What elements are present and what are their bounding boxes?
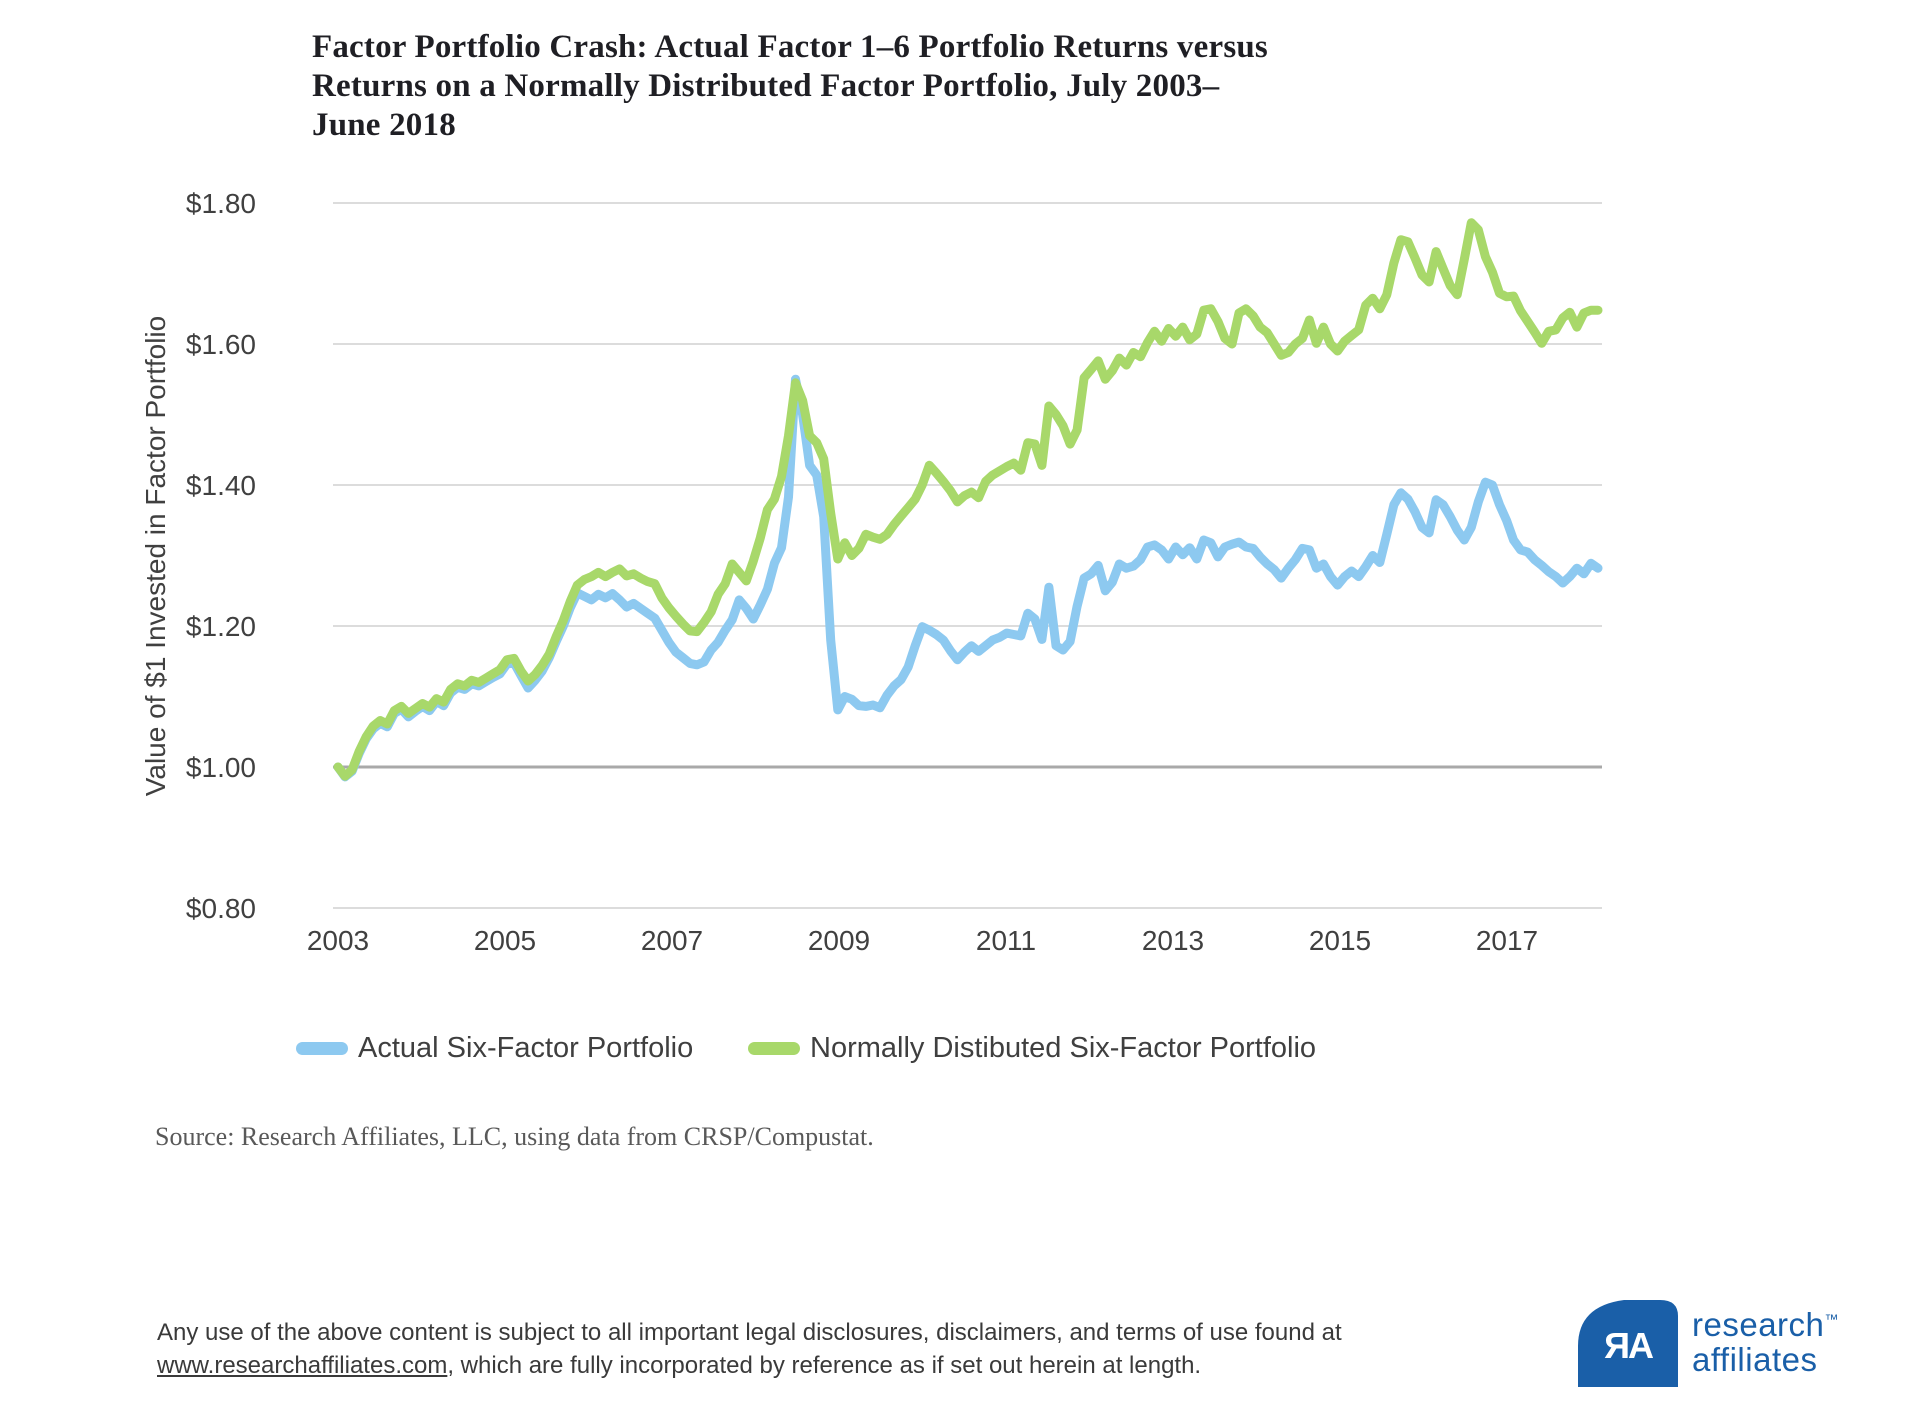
chart-title-line2: Returns on a Normally Distributed Factor… bbox=[312, 68, 1220, 104]
legend-label-normally-distributed: Normally Distibuted Six-Factor Portfolio bbox=[810, 1031, 1317, 1064]
x-tick-label-2017: 2017 bbox=[1476, 925, 1538, 956]
y-tick-label-$1.20: $1.20 bbox=[186, 611, 256, 642]
legal-disclaimer: Any use of the above content is subject … bbox=[157, 1316, 1417, 1382]
trademark-symbol: ™ bbox=[1824, 1311, 1839, 1327]
y-tick-label-$1.80: $1.80 bbox=[186, 188, 256, 219]
disclaimer-line2: , which are fully incorporated by refere… bbox=[447, 1352, 1202, 1379]
disclaimer-line1: Any use of the above content is subject … bbox=[157, 1319, 1342, 1346]
series-line-actual bbox=[333, 374, 1603, 782]
logo-word-research: research bbox=[1692, 1306, 1825, 1343]
source-note: Source: Research Affiliates, LLC, using … bbox=[155, 1122, 874, 1151]
x-tick-label-2013: 2013 bbox=[1142, 925, 1204, 956]
x-tick-label-2007: 2007 bbox=[641, 925, 703, 956]
ra-logo-mark-icon: ЯA bbox=[1578, 1300, 1678, 1387]
series-line-normally-distributed bbox=[333, 218, 1603, 781]
x-tick-label-2015: 2015 bbox=[1309, 925, 1371, 956]
logo-word-affiliates: affiliates bbox=[1692, 1341, 1818, 1378]
x-tick-label-2011: 2011 bbox=[976, 925, 1036, 956]
legend-label-actual: Actual Six-Factor Portfolio bbox=[358, 1031, 694, 1064]
ra-monogram: ЯA bbox=[1604, 1324, 1654, 1366]
legend-swatch-normally-distributed bbox=[748, 1041, 800, 1055]
researchaffiliates-link[interactable]: www.researchaffiliates.com bbox=[157, 1352, 448, 1379]
research-affiliates-logo: ЯA research™ affiliates bbox=[1578, 1300, 1838, 1387]
logo-wordmark: research™ affiliates bbox=[1692, 1302, 1838, 1377]
y-tick-label-$1.60: $1.60 bbox=[186, 329, 256, 360]
chart-title-line1: Factor Portfolio Crash: Actual Factor 1–… bbox=[312, 29, 1268, 65]
legend-swatch-actual bbox=[296, 1041, 348, 1055]
x-tick-label-2009: 2009 bbox=[808, 925, 870, 956]
chart-title: Factor Portfolio Crash: Actual Factor 1–… bbox=[312, 28, 1322, 145]
x-tick-label-2005: 2005 bbox=[474, 925, 536, 956]
legend-item-actual: Actual Six-Factor Portfolio bbox=[296, 1028, 693, 1068]
y-tick-label-$1.00: $1.00 bbox=[186, 752, 256, 783]
chart-title-line3: June 2018 bbox=[312, 107, 456, 143]
y-tick-label-$1.40: $1.40 bbox=[186, 470, 256, 501]
y-tick-label-$0.80: $0.80 bbox=[186, 893, 256, 924]
legend-item-normally-distributed: Normally Distibuted Six-Factor Portfolio bbox=[748, 1028, 1316, 1068]
y-axis-title: Value of $1 Invested in Factor Portfolio bbox=[140, 316, 171, 796]
x-tick-label-2003: 2003 bbox=[307, 925, 369, 956]
